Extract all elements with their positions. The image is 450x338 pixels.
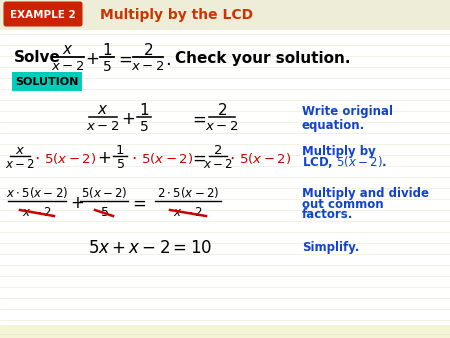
Text: $5$: $5$ bbox=[116, 159, 125, 171]
FancyBboxPatch shape bbox=[12, 72, 82, 91]
Text: $5(x-2)$: $5(x-2)$ bbox=[141, 150, 193, 166]
Text: $=$: $=$ bbox=[189, 110, 207, 128]
Text: $1$: $1$ bbox=[115, 144, 125, 156]
Text: $2$: $2$ bbox=[217, 102, 227, 118]
Text: $5(x-2)$: $5(x-2)$ bbox=[239, 150, 291, 166]
Text: $=$: $=$ bbox=[189, 149, 207, 167]
Text: SOLUTION: SOLUTION bbox=[15, 77, 79, 87]
Text: out common: out common bbox=[302, 197, 383, 211]
Text: $x-2$: $x-2$ bbox=[22, 206, 52, 218]
Text: $\cdot$: $\cdot$ bbox=[34, 149, 40, 167]
Text: $2$: $2$ bbox=[143, 42, 153, 58]
Text: $x-2$: $x-2$ bbox=[86, 121, 120, 134]
Text: $5(x-2)$: $5(x-2)$ bbox=[81, 186, 127, 200]
Text: $+$: $+$ bbox=[97, 149, 111, 167]
Text: $x \cdot 5(x-2)$: $x \cdot 5(x-2)$ bbox=[6, 186, 68, 200]
Text: $5$: $5$ bbox=[99, 206, 108, 218]
Text: $+$: $+$ bbox=[85, 50, 99, 68]
Text: Multiply and divide: Multiply and divide bbox=[302, 187, 429, 199]
Text: LCD, $5(x-2)$.: LCD, $5(x-2)$. bbox=[302, 154, 387, 170]
Text: EXAMPLE 2: EXAMPLE 2 bbox=[10, 10, 76, 20]
Text: $x-2$: $x-2$ bbox=[203, 159, 233, 171]
Text: $\cdot$: $\cdot$ bbox=[229, 149, 235, 167]
Text: .: . bbox=[165, 51, 171, 69]
Text: $2$: $2$ bbox=[213, 144, 223, 156]
Text: Multiply by: Multiply by bbox=[302, 145, 376, 158]
Text: $5(x-2)$: $5(x-2)$ bbox=[44, 150, 96, 166]
Text: Write original: Write original bbox=[302, 105, 393, 119]
Text: $2 \cdot 5(x-2)$: $2 \cdot 5(x-2)$ bbox=[157, 186, 219, 200]
FancyBboxPatch shape bbox=[4, 1, 82, 26]
Text: $x$: $x$ bbox=[62, 43, 74, 57]
Text: Multiply by the LCD: Multiply by the LCD bbox=[100, 8, 253, 22]
Text: $x$: $x$ bbox=[97, 102, 109, 118]
Text: $+$: $+$ bbox=[70, 194, 84, 212]
Text: $5$: $5$ bbox=[139, 120, 149, 134]
FancyBboxPatch shape bbox=[0, 0, 450, 30]
Text: factors.: factors. bbox=[302, 209, 353, 221]
Text: $5x + x - 2 = 10$: $5x + x - 2 = 10$ bbox=[88, 239, 212, 257]
Text: $x-2$: $x-2$ bbox=[5, 159, 35, 171]
Text: $x-2$: $x-2$ bbox=[205, 121, 239, 134]
Text: $x-2$: $x-2$ bbox=[173, 206, 203, 218]
Text: $\cdot$: $\cdot$ bbox=[131, 149, 137, 167]
Text: $=$: $=$ bbox=[129, 194, 147, 212]
Text: $x$: $x$ bbox=[15, 144, 25, 156]
Text: $=$: $=$ bbox=[115, 50, 133, 68]
Text: Solve: Solve bbox=[14, 50, 61, 66]
FancyBboxPatch shape bbox=[0, 30, 450, 325]
Text: Check your solution.: Check your solution. bbox=[175, 50, 351, 66]
Text: $5$: $5$ bbox=[102, 60, 112, 74]
Text: equation.: equation. bbox=[302, 119, 365, 131]
Text: $+$: $+$ bbox=[121, 110, 135, 128]
Text: $x-2$: $x-2$ bbox=[131, 61, 165, 73]
Text: $x-2$: $x-2$ bbox=[51, 61, 85, 73]
Text: $1$: $1$ bbox=[139, 102, 149, 118]
Text: Simplify.: Simplify. bbox=[302, 241, 360, 255]
Text: $1$: $1$ bbox=[102, 42, 112, 58]
